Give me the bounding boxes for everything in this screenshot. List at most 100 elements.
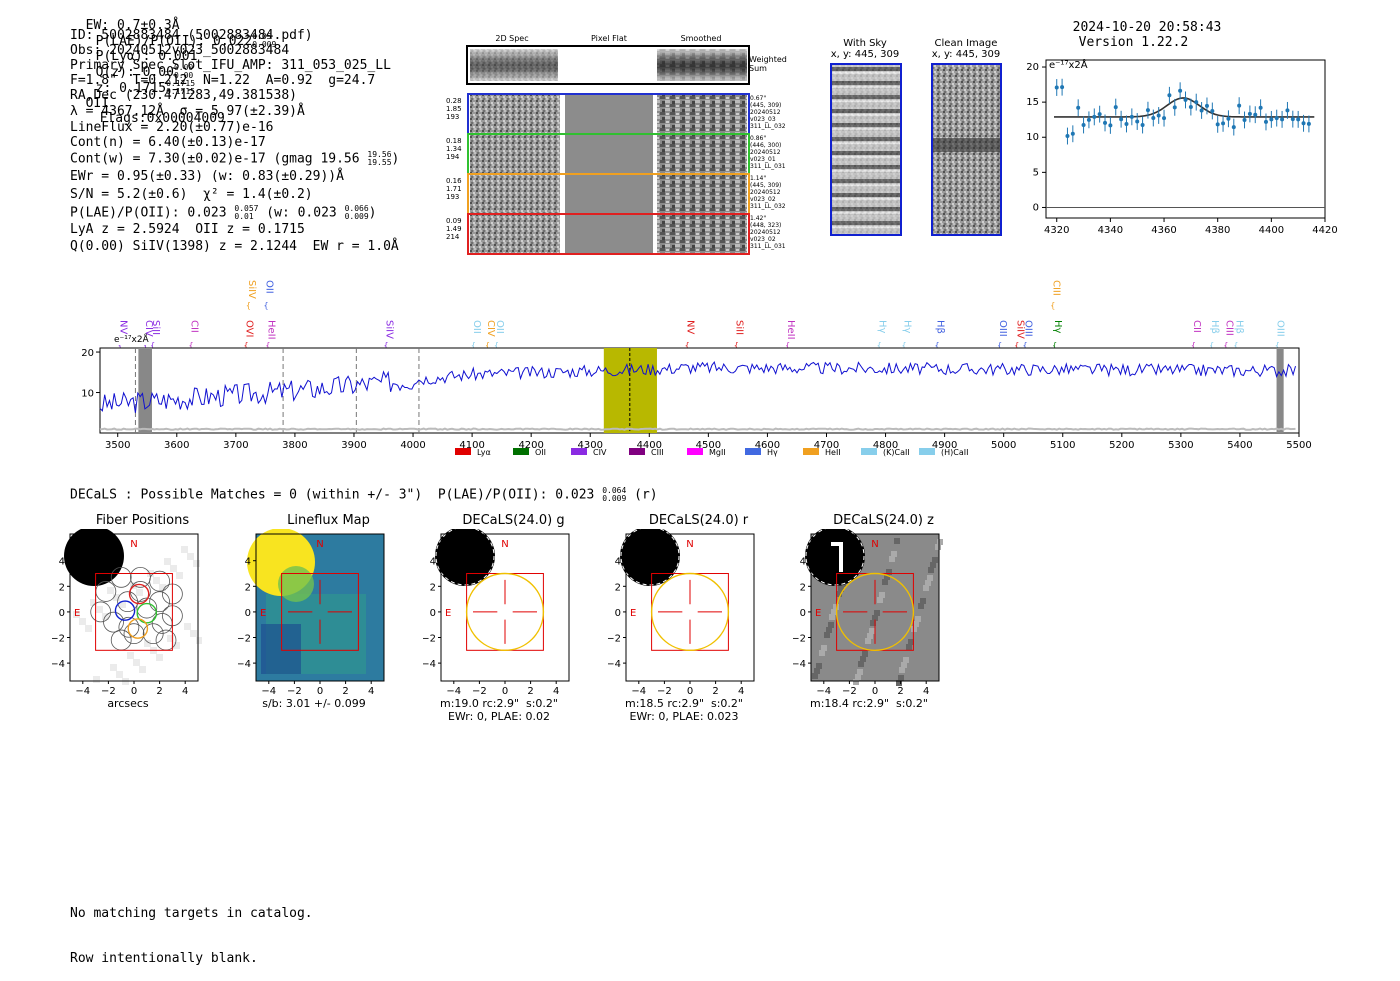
selected-fiber	[128, 583, 150, 605]
emission-line-bracket: {	[118, 341, 123, 350]
with-sky-header: With Sky x, y: 445, 309	[820, 38, 910, 60]
info-obs: Obs: 20240512v023_5002883484	[70, 43, 290, 58]
star-aperture	[620, 529, 680, 586]
cutout-caption-line-1: m:18.4 rc:2.9" s:0.2"	[810, 697, 928, 710]
emission-line-bracket: {	[485, 341, 490, 350]
cutout-xtick-label: 2	[712, 686, 718, 697]
emission-line-label: OII	[471, 320, 482, 334]
spec-xtick-label: 4700	[814, 440, 839, 451]
cutout-caption-line-1: m:18.5 rc:2.9" s:0.2"	[625, 697, 743, 710]
decals-lo: 0.009	[602, 494, 627, 503]
search-box	[281, 573, 359, 651]
info-params: F=1.8" T=0.212 N=1.22 A=0.92 g=24.7	[70, 73, 376, 88]
info-plae: P(LAE)/P(OII): 0.023 0.057 0.01 (w: 0.023…	[70, 205, 377, 221]
emission-line-bracket: {	[243, 341, 248, 350]
emission-line-bracket: {	[1023, 341, 1028, 350]
footer-block: No matching targets in catalog. Row inte…	[70, 876, 313, 981]
spectrum-axes	[99, 347, 1300, 434]
cutout-ytick-label: 2	[615, 582, 621, 593]
east-marker: E	[815, 608, 821, 619]
cutout-panel: N E −4 −4 −2 −2 0 0 2 2 4 4	[238, 529, 385, 697]
emission-line-label: SiIV	[246, 280, 257, 299]
emission-line-label: SiIV	[1014, 320, 1025, 339]
legend-swatch	[803, 448, 819, 455]
row-numbers: 0.18 1.34 194	[446, 137, 462, 161]
cutout-xtick-label: 2	[897, 686, 903, 697]
emission-line-bracket: {	[734, 341, 739, 350]
cutout-ytick-label: −4	[608, 659, 621, 670]
cutout-xtick-label: −4	[446, 686, 461, 697]
emission-line-label: NV	[685, 320, 696, 334]
emission-line-label: CII	[189, 320, 200, 333]
fit-data-point	[1199, 108, 1204, 113]
spec-xtick-label: 5000	[991, 440, 1016, 451]
contw-lo: 19.55	[367, 158, 392, 167]
east-marker: E	[260, 608, 266, 619]
cutout-xtick-label: 0	[317, 686, 323, 697]
info-sn: S/N = 5.2(±0.6) χ² = 1.4(±0.2)	[70, 187, 313, 202]
emission-line-label: SiIV	[383, 320, 394, 339]
qz-hi: 0.00	[173, 63, 194, 72]
fit-ytick-label: 5	[1033, 167, 1039, 178]
fit-xtick-label: 4400	[1259, 225, 1284, 235]
with-sky-coords: x, y: 445, 309	[830, 49, 900, 60]
emission-line-label: CIII	[1223, 320, 1234, 336]
row-frame	[467, 213, 750, 255]
plae2-end: )	[368, 205, 377, 221]
version: Version 1.22.2	[1078, 35, 1189, 50]
cutout-ytick-label: −2	[793, 634, 806, 645]
legend-swatch	[687, 448, 703, 455]
legend-label: (K)CaII	[883, 448, 910, 457]
emission-line-label: OII	[264, 280, 275, 294]
fit-data-point	[1081, 122, 1086, 127]
weighted-sum-label: Weighted Sum	[749, 55, 787, 73]
row-2dspec	[470, 215, 560, 253]
cutout-title: DECaLS(24.0) g	[462, 513, 565, 528]
fit-data-point	[1135, 119, 1140, 124]
header-bar: EW: 0.7±0.3Å P(LAE)/P(OII): 0.0220.05 0.0…	[70, 3, 277, 126]
cutout-xtick-label: 0	[687, 686, 693, 697]
col-title-pixelflat: Pixel Flat	[591, 34, 627, 43]
cutout-xtick-label: −2	[287, 686, 302, 697]
row-number: 214	[446, 233, 460, 241]
fit-data-point	[1172, 105, 1177, 110]
fit-data-point	[1140, 123, 1145, 128]
cutout-ytick-label: 2	[430, 582, 436, 593]
cutout-xtick-label: −2	[472, 686, 487, 697]
spec-ytick-label: 20	[81, 348, 94, 359]
cutout-xtick-label: −4	[75, 686, 90, 697]
cutout-xtick-label: 4	[368, 686, 374, 697]
emission-line-label: Hγ	[877, 320, 888, 334]
spec-xtick-label: 5100	[1050, 440, 1075, 451]
plae2-w: (w: 0.023	[266, 205, 337, 221]
emission-line-bracket: {	[877, 341, 882, 350]
fit-xtick-label: 4340	[1098, 225, 1123, 235]
fit-data-point	[1145, 108, 1150, 113]
bright-star	[435, 529, 495, 586]
decals-summary: DECaLS : Possible Matches = 0 (within +/…	[70, 487, 658, 503]
spec-xtick-label: 4000	[400, 440, 425, 451]
row-number: 193	[446, 193, 460, 201]
cutout-xtick-label: 2	[342, 686, 348, 697]
spec2d-panel	[466, 45, 750, 255]
spec-xtick-label: 4900	[932, 440, 957, 451]
with-sky-image	[830, 63, 902, 236]
cutout-ytick-label: 0	[430, 608, 436, 619]
info-lineflux: LineFlux = 2.20(±0.77)e-16	[70, 120, 274, 135]
spec-xtick-label: 4500	[696, 440, 721, 451]
emission-line-label: Hβ	[935, 320, 946, 334]
cutout-caption: s/b: 3.01 +/- 0.099	[234, 697, 394, 710]
fit-data-point	[1092, 114, 1097, 119]
emission-line-label: OVI	[243, 320, 254, 338]
contw-end: )	[391, 151, 400, 167]
fit-data-point	[1258, 105, 1263, 110]
row-number: 0.28	[446, 97, 462, 105]
fit-data-point	[1060, 85, 1065, 90]
spec-xtick-label: 4300	[578, 440, 603, 451]
footer-line-2: Row intentionally blank.	[70, 951, 258, 966]
row-number: 1.71	[446, 185, 462, 193]
row-smoothed	[657, 215, 747, 253]
cutout-ytick-label: −4	[793, 659, 806, 670]
cutout-xtick-label: −4	[631, 686, 646, 697]
cutout-caption-line-1: s/b: 3.01 +/- 0.099	[262, 697, 366, 710]
